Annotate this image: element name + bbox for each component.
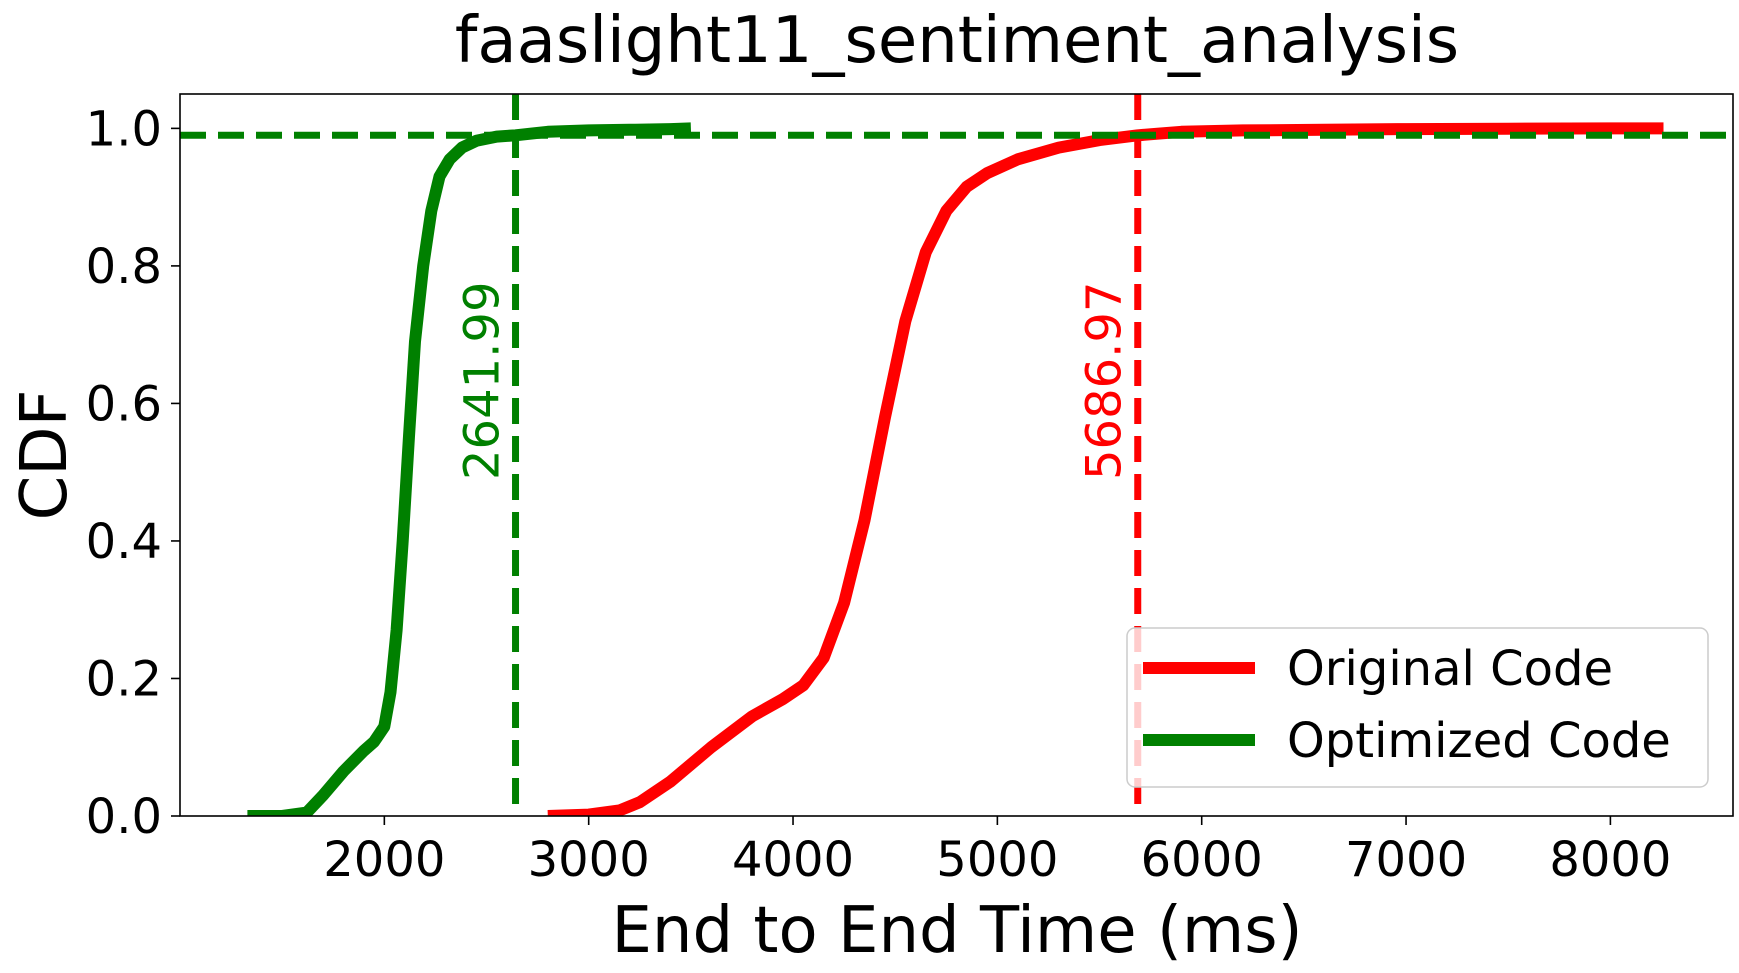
x-tick-label: 7000 — [1345, 832, 1467, 888]
x-tick-label: 4000 — [732, 832, 854, 888]
y-tick-label: 1.0 — [86, 101, 162, 157]
reference-line-label: 5686.97 — [1077, 282, 1133, 481]
plot-area — [179, 93, 1734, 817]
reference-line-label: 2641.99 — [455, 282, 511, 481]
chart-title: faaslight11_sentiment_analysis — [455, 4, 1459, 78]
plot-frame — [179, 93, 1734, 817]
legend-label: Original Code — [1287, 641, 1613, 697]
x-tick-label: 6000 — [1141, 832, 1263, 888]
y-tick-label: 0.6 — [86, 376, 162, 432]
y-tick-label: 0.0 — [86, 789, 162, 845]
x-tick-label: 3000 — [528, 832, 650, 888]
y-tick-label: 0.2 — [86, 651, 162, 707]
legend-label: Optimized Code — [1287, 713, 1671, 769]
x-tick-label: 8000 — [1549, 832, 1671, 888]
y-axis: 0.0 0.2 0.4 0.6 0.8 1.0 — [86, 101, 180, 845]
legend: Original Code Optimized Code — [1126, 627, 1709, 788]
y-tick-label: 0.8 — [86, 239, 162, 295]
x-axis-label: End to End Time (ms) — [611, 894, 1302, 968]
y-tick-label: 0.4 — [86, 514, 162, 570]
legend-box — [1126, 627, 1709, 788]
reference-line-labels: 5686.97 2641.99 — [455, 282, 1133, 481]
x-tick-label: 2000 — [323, 832, 445, 888]
x-axis: 2000 3000 4000 5000 6000 7000 8000 — [323, 816, 1671, 888]
y-axis-label: CDF — [8, 390, 82, 521]
x-tick-label: 5000 — [936, 832, 1058, 888]
series-line-original-code — [547, 122, 1664, 816]
